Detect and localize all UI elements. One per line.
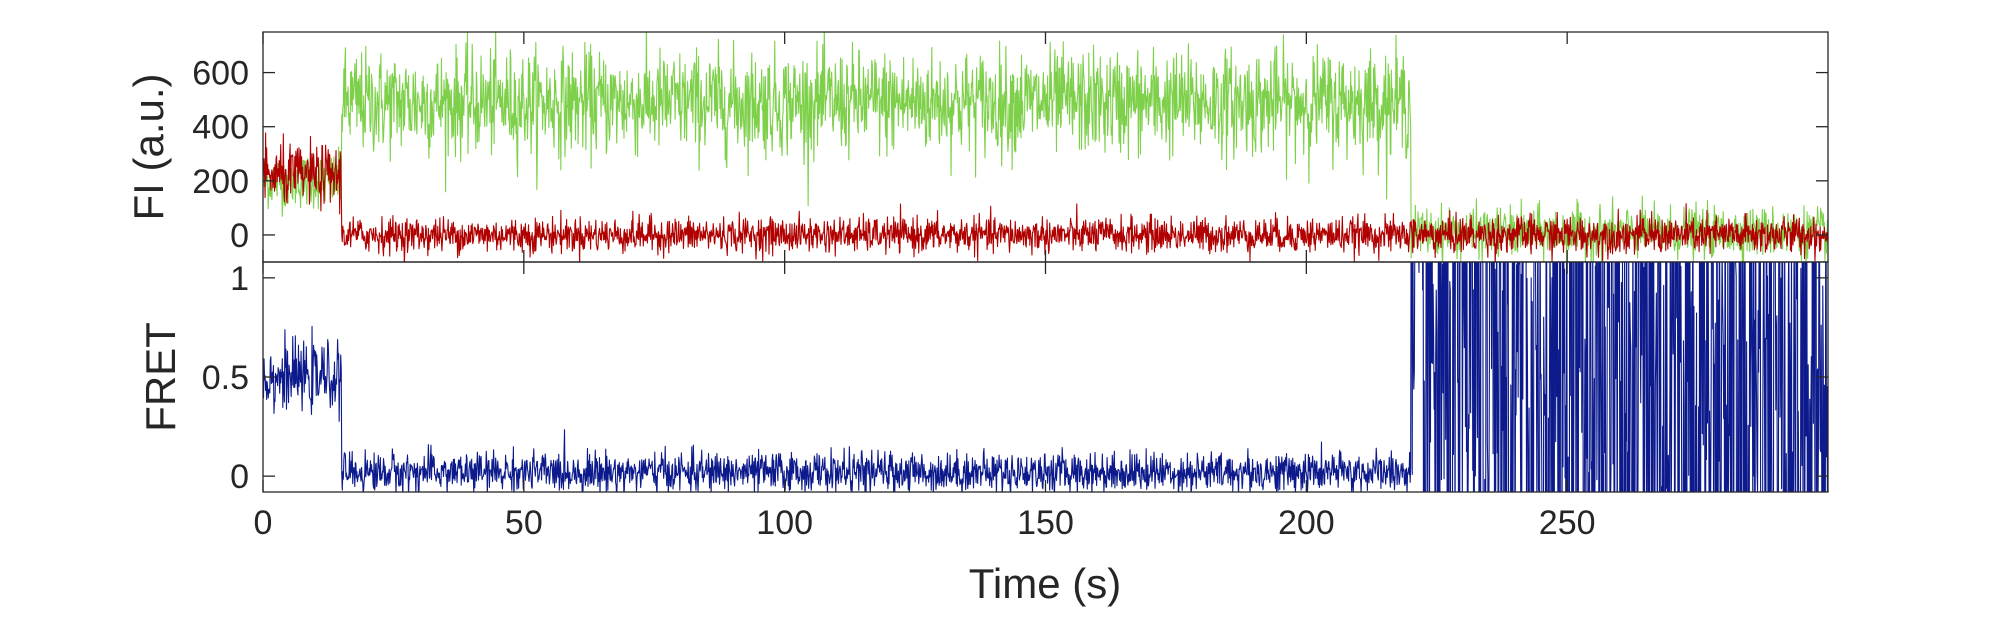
- top-y-axis-label: FI (a.u.): [125, 73, 172, 220]
- y-tick-label-0-2: 400: [192, 109, 249, 147]
- series-line-0-1: [263, 132, 1828, 262]
- y-tick-label-0-3: 600: [192, 55, 249, 93]
- x-tick-label-5: 250: [1539, 504, 1596, 542]
- x-tick-label-1: 50: [505, 504, 543, 542]
- x-axis-label: Time (s): [969, 560, 1121, 607]
- bottom-y-axis-label: FRET: [137, 322, 184, 432]
- x-tick-label-2: 100: [756, 504, 813, 542]
- x-tick-label-4: 200: [1278, 504, 1335, 542]
- x-tick-label-0: 0: [254, 504, 273, 542]
- top-traces: [263, 32, 1828, 262]
- y-tick-label-1-2: 1: [230, 260, 249, 298]
- y-tick-label-1-0: 0: [230, 458, 249, 496]
- bottom-ticks: 0 0.5 1 0 50 100 150 200 250: [202, 260, 1828, 542]
- bottom-panel: 0 0.5 1 0 50 100 150 200 250 FRET Time (s): [137, 260, 1829, 607]
- y-tick-label-1-1: 0.5: [202, 359, 249, 397]
- top-panel: 0 200 400 600 FI (a.u.): [125, 31, 1829, 263]
- y-tick-label-0-0: 0: [230, 217, 249, 255]
- top-ticks: 0 200 400 600: [192, 32, 1828, 262]
- y-tick-label-0-1: 200: [192, 163, 249, 201]
- x-tick-label-3: 150: [1017, 504, 1074, 542]
